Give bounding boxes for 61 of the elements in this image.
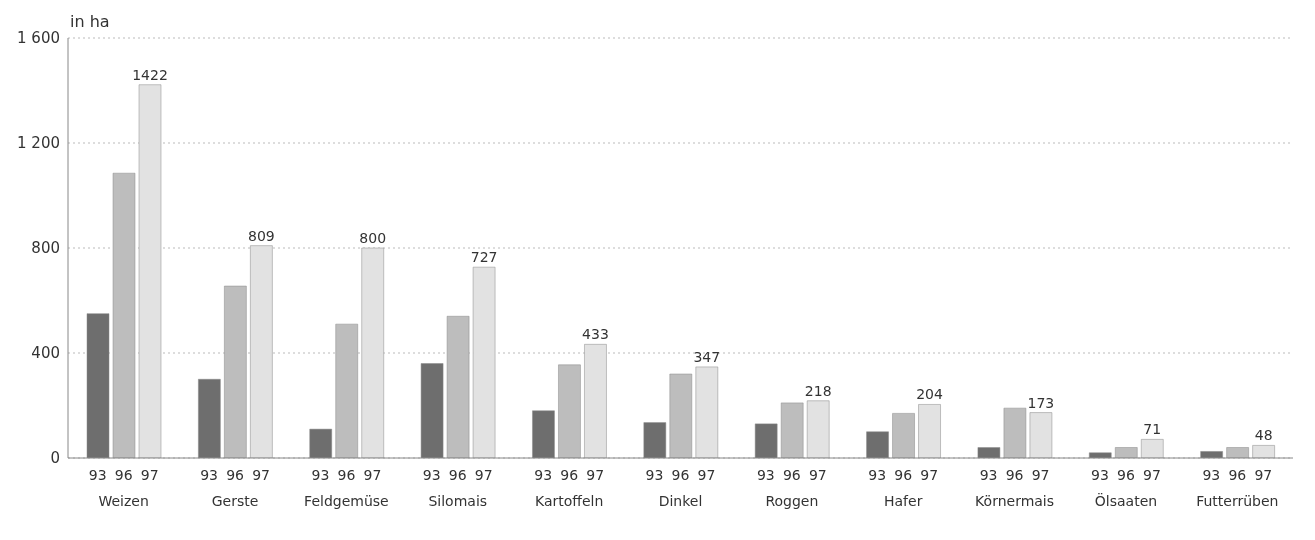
text: 96 bbox=[226, 467, 244, 483]
y-tick-label: 800 bbox=[31, 239, 60, 258]
x-tick-label: Feldgemüse bbox=[304, 493, 389, 509]
text: 96 bbox=[894, 467, 913, 483]
text: 93 bbox=[311, 467, 330, 483]
x-tick-label: Silomais bbox=[428, 493, 488, 509]
text: 93 bbox=[1202, 467, 1221, 483]
text: 97 bbox=[920, 467, 939, 483]
y-axis-title: in ha bbox=[70, 12, 110, 31]
text: 97 bbox=[808, 467, 827, 483]
text: 97 bbox=[1254, 467, 1273, 483]
text: 96 bbox=[1228, 467, 1247, 483]
text: 97 bbox=[363, 467, 382, 483]
text: 96 bbox=[782, 467, 801, 483]
text: 93 bbox=[979, 467, 998, 483]
text: 97 bbox=[1143, 467, 1161, 483]
y-tick-label: 1 600 bbox=[17, 29, 60, 48]
x-tick-label: Dinkel bbox=[658, 493, 703, 509]
x-tick-label: Roggen bbox=[765, 493, 819, 509]
series-label: 93 bbox=[88, 467, 107, 483]
text: 96 bbox=[1117, 467, 1135, 483]
data-label: 433 bbox=[582, 326, 609, 343]
y-tick-label: 400 bbox=[31, 344, 60, 363]
data-label: 204 bbox=[916, 386, 943, 403]
data-label: 347 bbox=[693, 348, 721, 365]
data-label: 48 bbox=[1254, 427, 1273, 444]
text: 97 bbox=[252, 467, 270, 483]
text: 96 bbox=[560, 467, 579, 483]
text: 97 bbox=[697, 467, 716, 483]
x-tick-label: Hafer bbox=[884, 493, 923, 509]
series-label: 96 bbox=[114, 467, 133, 483]
text: 93 bbox=[1091, 467, 1109, 483]
x-tick-label: Kartoffeln bbox=[534, 493, 604, 509]
text: 96 bbox=[671, 467, 690, 483]
y-tick-label: 1 200 bbox=[17, 134, 60, 153]
x-tick-label: Ölsaaten bbox=[1094, 492, 1158, 509]
series-label: 97 bbox=[140, 467, 159, 483]
data-label: 71 bbox=[1143, 421, 1162, 438]
text: 97 bbox=[586, 467, 605, 483]
data-label: 173 bbox=[1027, 394, 1055, 411]
text: 93 bbox=[868, 467, 887, 483]
x-tick-label: Körnermais bbox=[975, 493, 1055, 509]
text: 93 bbox=[200, 467, 218, 483]
text: 97 bbox=[1031, 467, 1050, 483]
data-label: 1422 bbox=[132, 66, 168, 83]
data-label: 800 bbox=[359, 230, 387, 246]
text: 96 bbox=[337, 467, 356, 483]
text: 93 bbox=[645, 467, 664, 483]
text: 97 bbox=[474, 467, 493, 483]
text: 96 bbox=[448, 467, 467, 483]
text: 93 bbox=[534, 467, 553, 483]
text: 96 bbox=[1005, 467, 1024, 483]
data-label: 809 bbox=[248, 227, 275, 244]
data-label: 727 bbox=[470, 249, 498, 266]
x-tick-label: Futterrüben bbox=[1196, 493, 1279, 509]
text: 93 bbox=[422, 467, 441, 483]
x-tick-label: Weizen bbox=[98, 493, 149, 509]
y-tick-label: 0 bbox=[50, 449, 60, 468]
text: 93 bbox=[756, 467, 775, 483]
data-label: 218 bbox=[804, 382, 832, 399]
x-tick-label: Gerste bbox=[211, 493, 259, 509]
